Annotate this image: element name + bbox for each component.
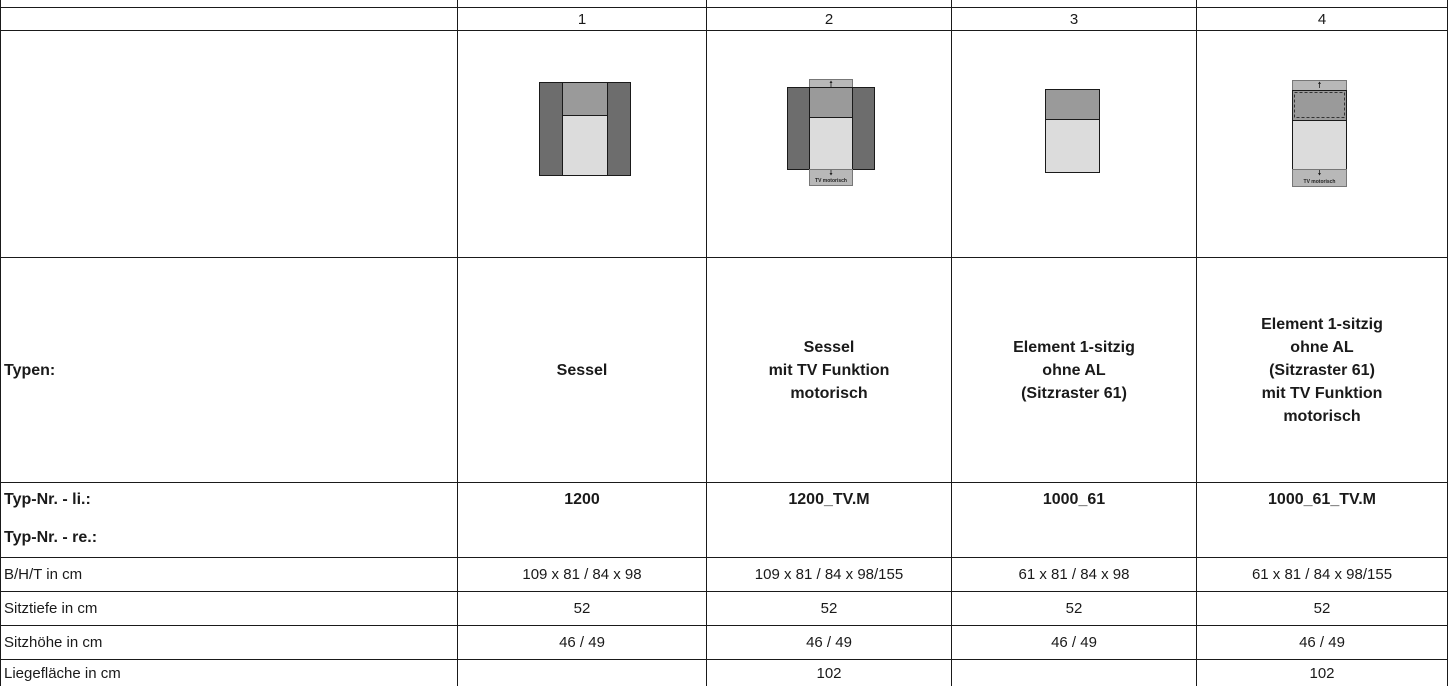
liegeflaeche-2: 102 — [816, 664, 842, 682]
armchair-tv-icon: TV motorisch — [787, 79, 875, 186]
bht-4: 61 x 81 / 84 x 98/155 — [1251, 566, 1393, 583]
sitztiefe-3: 52 — [1065, 600, 1083, 617]
column-header-1: 1 — [577, 10, 587, 28]
sitztiefe-4: 52 — [1313, 600, 1331, 617]
seat-element-icon — [1045, 89, 1100, 173]
product-type-3: Element 1-sitzig ohne AL (Sitzraster 61) — [1013, 338, 1135, 402]
typ-nr-1: 1200 — [564, 490, 600, 508]
sitzhoehe-1: 46 / 49 — [559, 634, 605, 651]
column-header-2: 2 — [824, 10, 834, 28]
bht-3: 61 x 81 / 84 x 98 — [1018, 566, 1130, 583]
grid-line — [0, 257, 1448, 258]
sitzhoehe-2: 46 / 49 — [806, 634, 852, 651]
grid-line — [0, 659, 1448, 660]
column-header-3: 3 — [1069, 10, 1079, 28]
product-type-1: Sessel — [556, 361, 608, 379]
grid-line — [457, 0, 458, 686]
label-typen: Typen: — [4, 361, 56, 379]
liegeflaeche-1 — [458, 660, 706, 686]
grid-line — [0, 625, 1448, 626]
product-type-2: Sessel mit TV Funktion motorisch — [768, 338, 890, 402]
product-type-4: Element 1-sitzig ohne AL (Sitzraster 61)… — [1261, 315, 1383, 425]
typ-nr-3: 1000_61 — [1042, 490, 1106, 508]
label-liegeflaeche: Liegefläche in cm — [4, 664, 121, 682]
grid-line — [1196, 0, 1197, 686]
bht-2: 109 x 81 / 84 x 98/155 — [754, 566, 904, 583]
grid-line — [951, 0, 952, 686]
sitzhoehe-3: 46 / 49 — [1051, 634, 1097, 651]
label-typ-nr-li: Typ-Nr. - li.: — [4, 490, 91, 508]
grid-line — [0, 557, 1448, 558]
grid-line — [0, 482, 1448, 483]
sitztiefe-1: 52 — [573, 600, 591, 617]
grid-line — [0, 30, 1448, 31]
typ-nr-4: 1000_61_TV.M — [1268, 490, 1376, 508]
bht-1: 109 x 81 / 84 x 98 — [522, 566, 642, 583]
tv-motorisch-label: TV motorisch — [815, 178, 847, 184]
tv-motorisch-label: TV motorisch — [1304, 179, 1336, 185]
grid-line — [0, 591, 1448, 592]
liegeflaeche-4: 102 — [1309, 664, 1335, 682]
grid-line — [0, 7, 1448, 8]
seat-element-tv-icon: TV motorisch — [1292, 80, 1347, 187]
label-sitztiefe: Sitztiefe in cm — [4, 600, 98, 617]
grid-line — [706, 0, 707, 686]
label-bht: B/H/T in cm — [4, 566, 83, 583]
column-header-4: 4 — [1317, 10, 1327, 28]
grid-line — [0, 0, 1, 686]
label-sitzhoehe: Sitzhöhe in cm — [4, 634, 103, 651]
sitztiefe-2: 52 — [820, 600, 838, 617]
typ-nr-2: 1200_TV.M — [788, 490, 870, 508]
liegeflaeche-3 — [952, 660, 1196, 686]
armchair-icon — [539, 82, 631, 176]
label-typ-nr-re: Typ-Nr. - re.: — [4, 528, 98, 546]
sitzhoehe-4: 46 / 49 — [1299, 634, 1345, 651]
